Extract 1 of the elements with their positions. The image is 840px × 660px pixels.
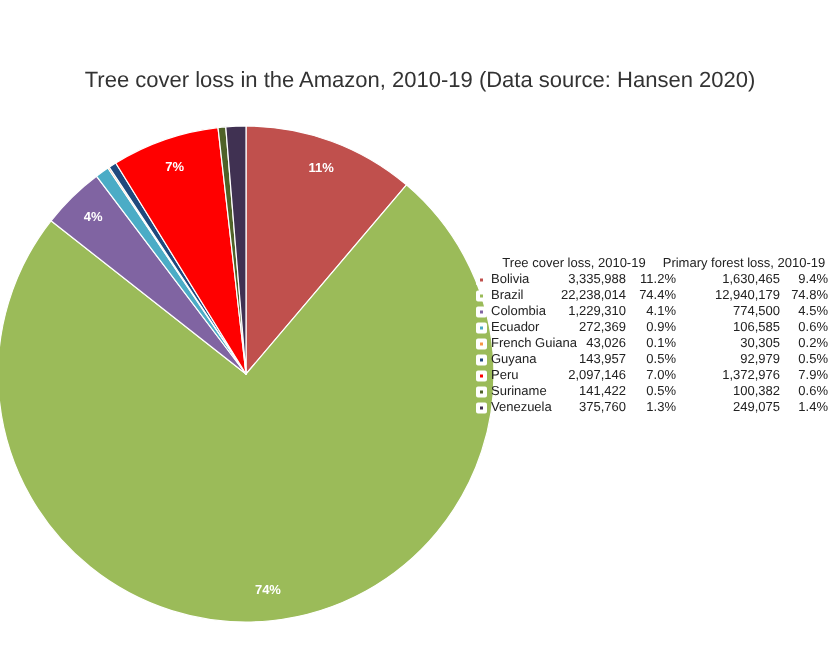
chart-title: Tree cover loss in the Amazon, 2010-19 (Data source: Hansen 2020) (84, 69, 756, 93)
